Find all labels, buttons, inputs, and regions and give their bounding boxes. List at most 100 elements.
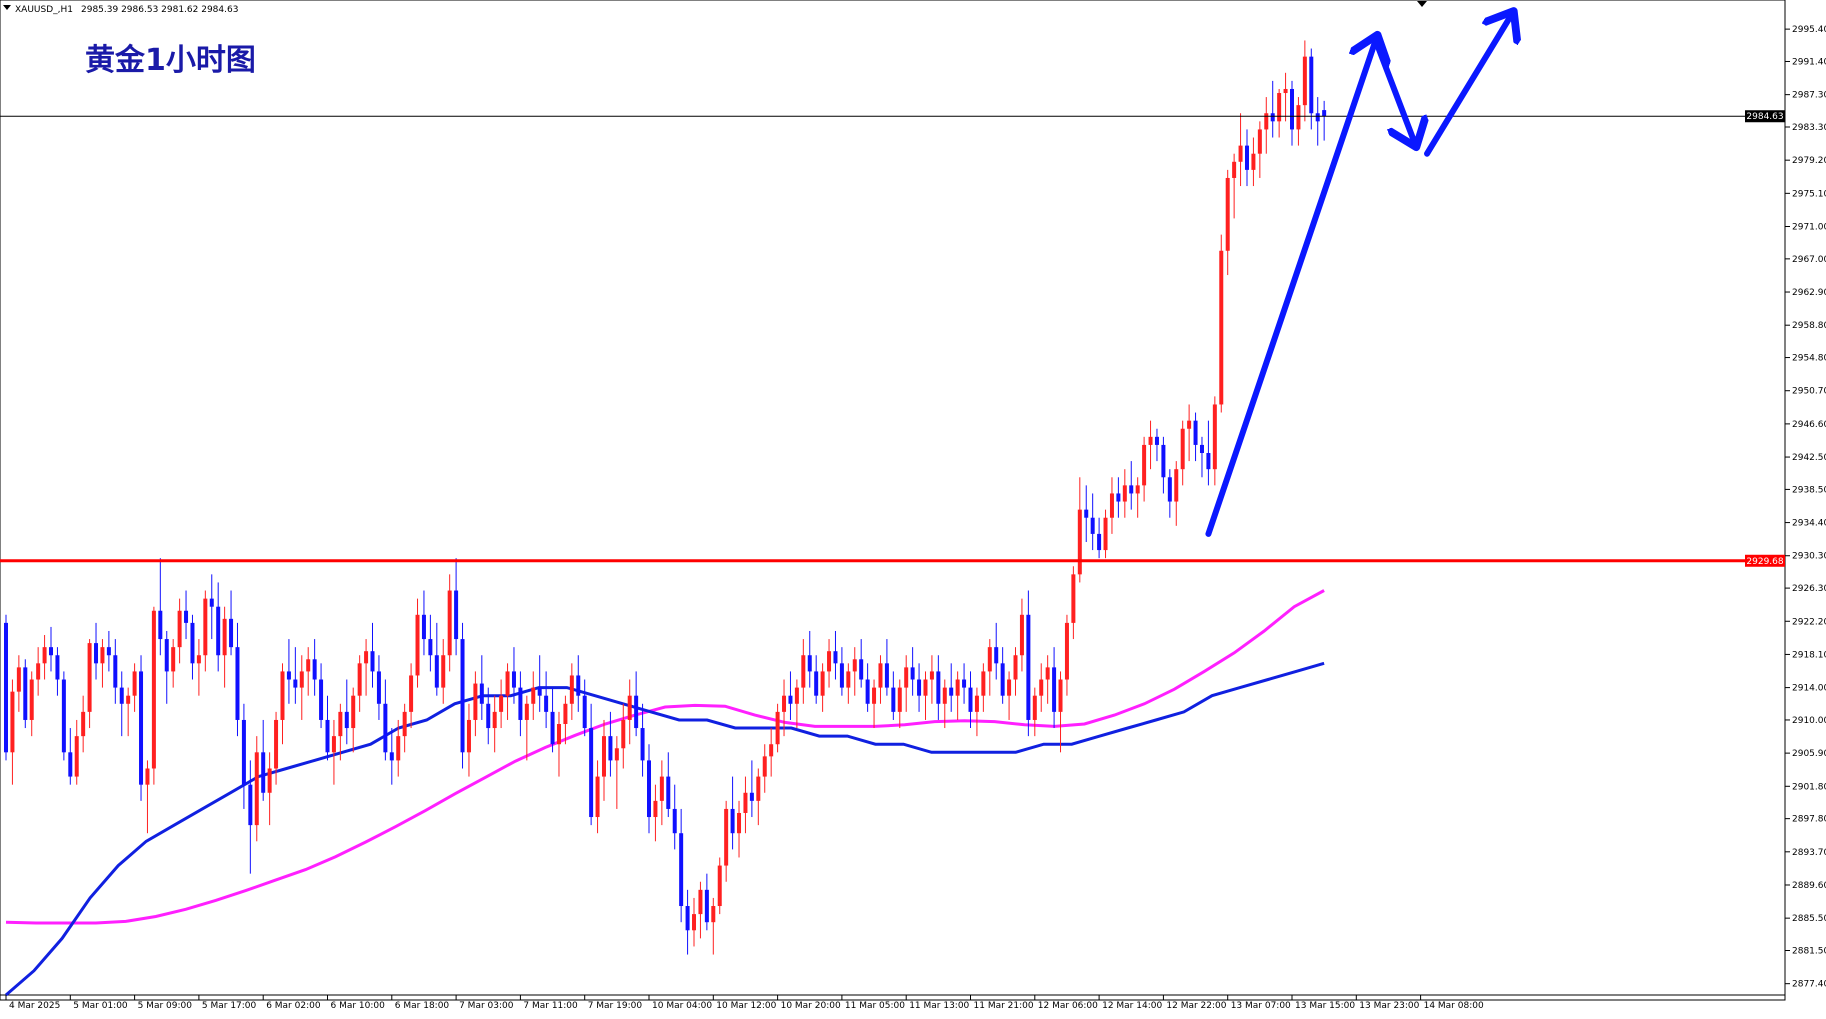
pullback-arrow	[1372, 37, 1415, 141]
candle-body	[1296, 105, 1301, 130]
candle-body	[229, 618, 234, 648]
time-tick-label: 6 Mar 10:00	[331, 1001, 386, 1011]
candle	[100, 639, 105, 688]
candle	[139, 655, 144, 801]
price-tick-label: 2950.70	[1792, 387, 1826, 397]
shift-marker-icon[interactable]	[1417, 1, 1427, 7]
candle	[164, 630, 169, 704]
candle-body	[537, 687, 542, 696]
candle-body	[653, 800, 658, 818]
resistance-price-label: 2929.68	[1746, 557, 1783, 567]
candle-body	[582, 695, 587, 729]
price-tick-label: 2885.50	[1792, 914, 1826, 924]
candle	[184, 590, 189, 640]
candle-body	[994, 647, 999, 664]
candle-body	[158, 610, 163, 640]
candle-body	[878, 663, 883, 688]
candle	[312, 639, 317, 696]
candle	[1122, 469, 1127, 518]
candle	[254, 736, 259, 842]
candle-body	[139, 671, 144, 785]
candle	[428, 614, 433, 672]
candle-body	[807, 655, 812, 672]
candle	[704, 873, 709, 931]
symbol-dropdown-icon[interactable]	[3, 5, 11, 10]
time-tick-label: 5 Mar 01:00	[73, 1001, 128, 1011]
candle	[807, 630, 812, 688]
candle	[827, 639, 832, 688]
candle-body	[389, 752, 394, 761]
candle-body	[737, 812, 742, 834]
candle	[1109, 477, 1114, 534]
candle	[878, 655, 883, 704]
candle	[1045, 655, 1050, 704]
candle	[222, 606, 227, 688]
candle-body	[428, 639, 433, 656]
symbol-label: XAUUSD_,H1	[15, 5, 73, 15]
candle-body	[743, 792, 748, 813]
candle-body	[1193, 420, 1198, 445]
candle	[61, 671, 66, 761]
candle	[891, 671, 896, 720]
candle-body	[454, 590, 459, 640]
candle-body	[1148, 436, 1153, 445]
candle	[1019, 598, 1024, 672]
candle-body	[100, 647, 105, 664]
candle	[338, 703, 343, 761]
candle-body	[801, 655, 806, 688]
candle	[364, 639, 369, 696]
candle-body	[1238, 145, 1243, 162]
candle	[1097, 517, 1102, 559]
candle-body	[280, 671, 285, 720]
candle	[962, 663, 967, 704]
candle-body	[730, 808, 735, 834]
candle-body	[788, 695, 793, 704]
candle-body	[331, 736, 336, 753]
candle	[923, 671, 928, 720]
time-tick-label: 12 Mar 14:00	[1102, 1001, 1162, 1011]
candle	[383, 679, 388, 761]
trend-arrows	[1205, 16, 1510, 537]
candle	[1161, 436, 1166, 494]
candle	[1193, 412, 1198, 462]
candle-body	[968, 687, 973, 712]
candle	[524, 695, 529, 761]
candle	[4, 614, 8, 761]
candle	[563, 695, 568, 745]
candle	[801, 639, 806, 704]
candle	[820, 663, 825, 712]
candle-body	[936, 671, 941, 704]
candle	[942, 679, 947, 729]
candle-body	[1277, 93, 1282, 122]
candle	[659, 760, 664, 826]
candle	[306, 647, 311, 696]
candle-body	[949, 687, 954, 696]
time-tick-label: 13 Mar 07:00	[1231, 1001, 1291, 1011]
candle-body	[36, 663, 41, 680]
candle-body	[544, 695, 549, 712]
candle-body	[692, 914, 697, 931]
candle-body	[1109, 493, 1114, 518]
candle-body	[897, 687, 902, 712]
trend-up-arrow	[1205, 40, 1375, 537]
candle-body	[286, 671, 291, 680]
candle	[1129, 461, 1134, 510]
candle-body	[344, 711, 349, 729]
candle-body	[666, 776, 671, 809]
time-tick-label: 10 Mar 20:00	[781, 1001, 841, 1011]
candle-body	[49, 647, 54, 656]
candle	[293, 647, 298, 704]
candle-body	[917, 679, 922, 696]
plot-area	[0, 0, 1786, 1001]
candle-body	[94, 643, 99, 664]
candle	[1206, 420, 1211, 486]
candle	[492, 695, 497, 753]
candle	[344, 679, 349, 745]
candle	[55, 647, 60, 696]
candle	[171, 639, 176, 688]
price-tick-label: 2979.20	[1792, 156, 1826, 166]
candle-body	[839, 663, 844, 688]
candle	[711, 897, 716, 955]
time-tick-label: 14 Mar 08:00	[1424, 1001, 1484, 1011]
candle	[814, 655, 819, 704]
